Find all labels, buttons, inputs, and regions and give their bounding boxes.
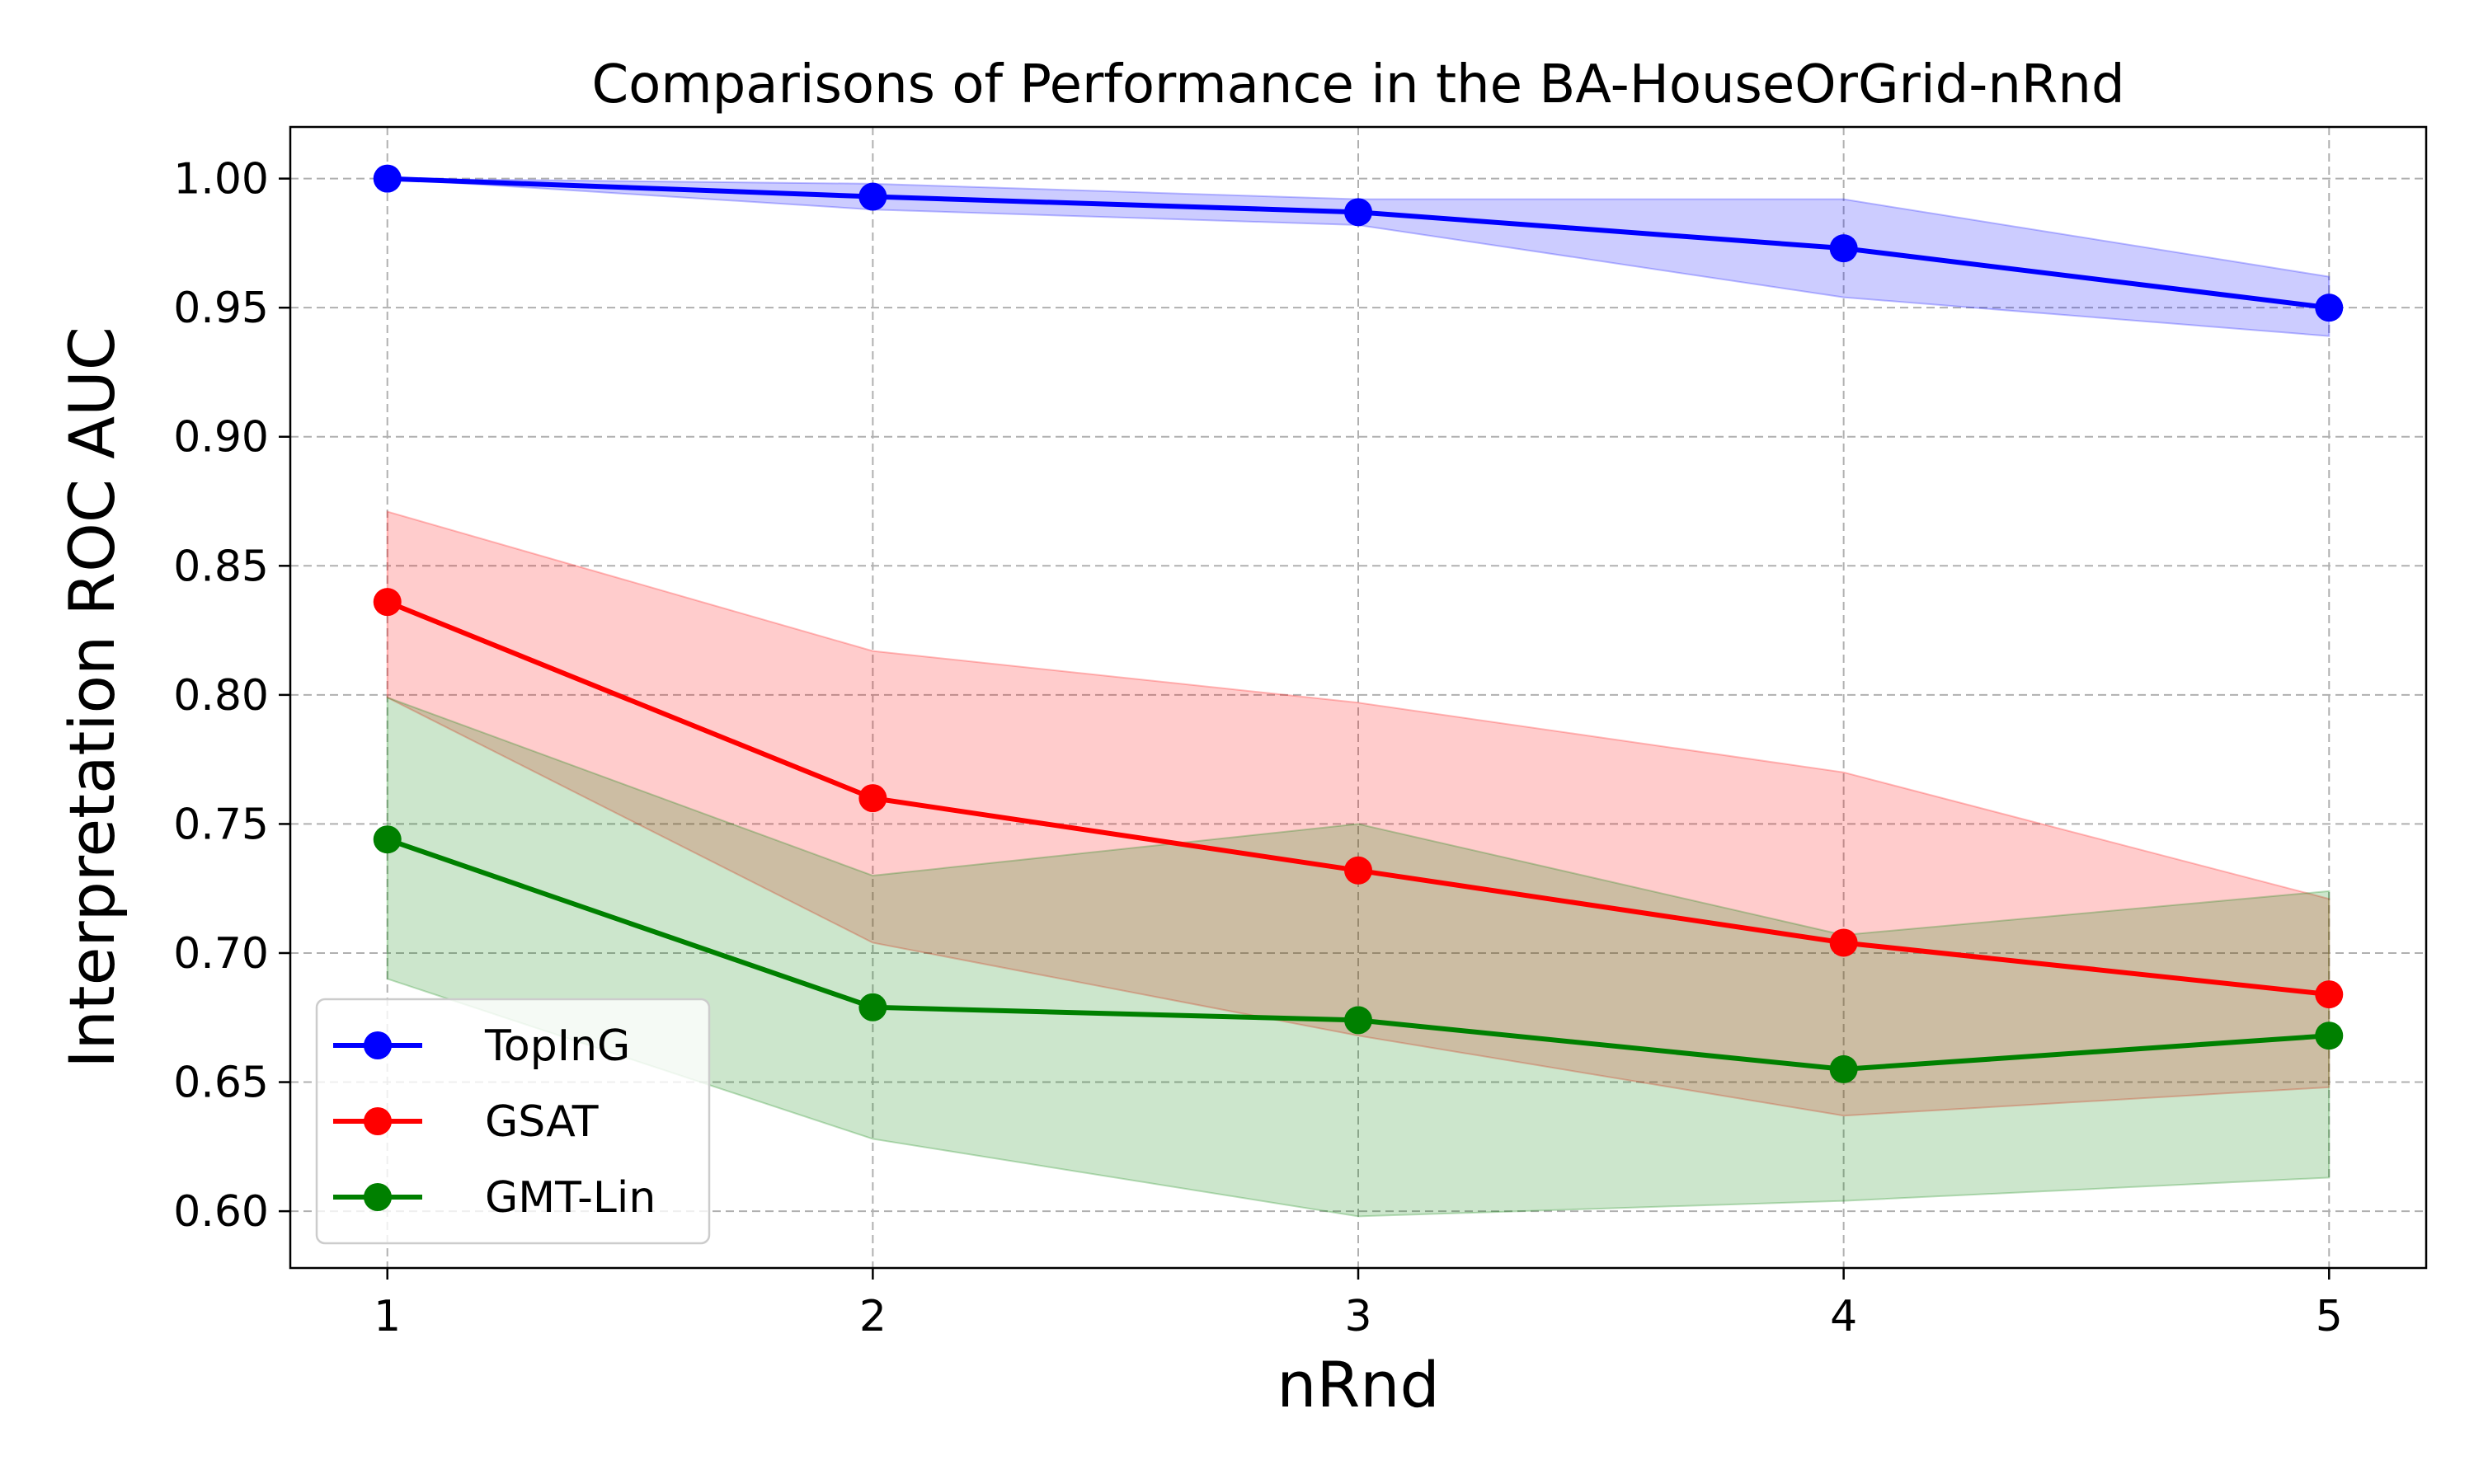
legend-label-toping: TopInG	[484, 1021, 630, 1071]
confidence-bands	[386, 177, 2331, 1218]
y-tick-label: 1.00	[173, 155, 269, 204]
point-gsat	[373, 588, 402, 617]
x-axis-ticks: 1 2 3 4 5	[374, 1268, 2343, 1341]
y-tick-label: 0.60	[173, 1187, 269, 1237]
x-tick-label: 1	[374, 1292, 401, 1341]
point-gmt-lin	[373, 825, 402, 854]
y-tick-label: 0.90	[173, 413, 269, 463]
point-toping	[858, 182, 887, 211]
y-axis-ticks: 0.60 0.65 0.70 0.75 0.80 0.85 0.90 0.95 1.00	[173, 155, 290, 1237]
point-toping	[1829, 234, 1858, 263]
point-gmt-lin	[858, 993, 887, 1021]
point-toping	[373, 164, 402, 193]
legend-marker-gsat	[364, 1107, 392, 1135]
band-gmt-lin	[386, 696, 2331, 1218]
y-tick-label: 0.70	[173, 929, 269, 979]
point-gmt-lin	[1829, 1054, 1858, 1083]
point-toping	[2315, 294, 2344, 322]
legend-label-gsat: GSAT	[485, 1097, 599, 1147]
point-gsat	[1829, 928, 1858, 957]
series-markers	[373, 164, 2344, 1083]
y-axis-label: Interpretation ROC AUC	[55, 326, 129, 1068]
y-tick-label: 0.95	[173, 284, 269, 333]
x-tick-label: 2	[859, 1292, 887, 1341]
point-gmt-lin	[2315, 1021, 2344, 1050]
legend-marker-gmt-lin	[364, 1183, 392, 1211]
y-tick-label: 0.85	[173, 542, 269, 591]
chart-title: Comparisons of Performance in the BA-Hou…	[591, 54, 2124, 115]
legend-label-gmt-lin: GMT-Lin	[485, 1173, 656, 1223]
point-gsat	[858, 784, 887, 813]
point-gmt-lin	[1344, 1006, 1372, 1035]
point-gsat	[2315, 980, 2344, 1009]
point-toping	[1344, 198, 1372, 227]
y-tick-label: 0.80	[173, 671, 269, 721]
x-axis-label: nRnd	[1277, 1348, 1439, 1421]
x-tick-label: 3	[1344, 1292, 1371, 1341]
band-gsat	[386, 510, 2331, 1117]
x-tick-label: 5	[2316, 1292, 2343, 1341]
x-tick-label: 4	[1830, 1292, 1857, 1341]
y-tick-label: 0.75	[173, 800, 269, 849]
y-tick-label: 0.65	[173, 1059, 269, 1108]
legend-marker-toping	[364, 1031, 392, 1059]
legend: TopInG GSAT GMT-Lin	[315, 998, 711, 1245]
point-gsat	[1344, 856, 1372, 885]
legend-box	[315, 998, 711, 1245]
